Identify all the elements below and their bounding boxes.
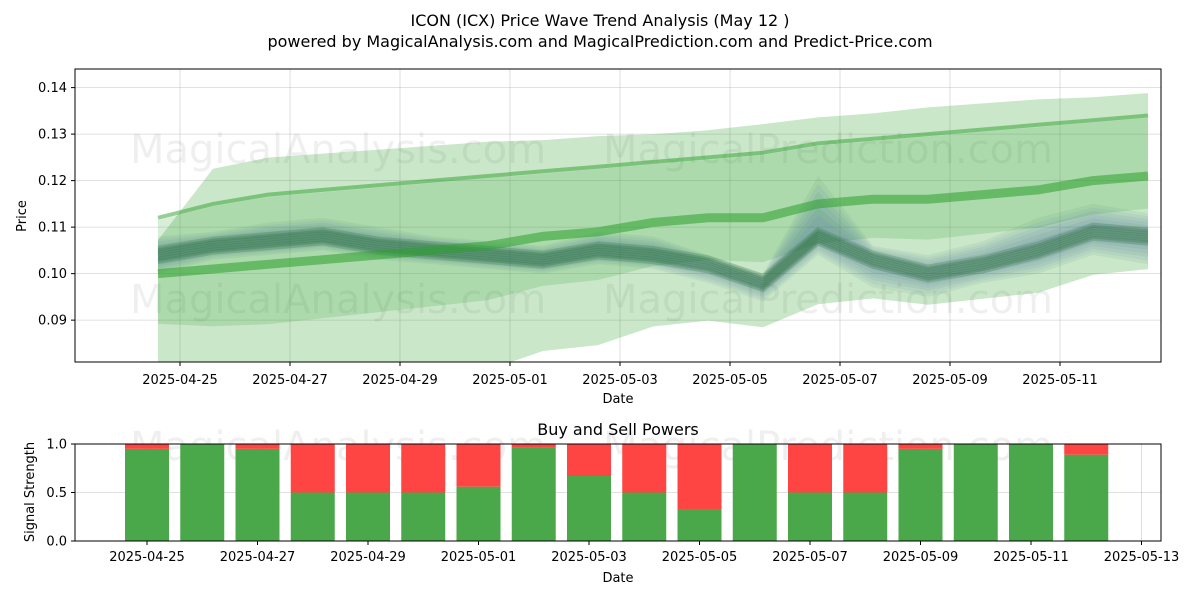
sell-bar (511, 444, 556, 448)
signal-y-tick-label: 0.5 (46, 486, 67, 501)
price-watermarks: MagicalAnalysis.com MagicalPrediction.co… (130, 127, 1053, 323)
buy-bar (788, 492, 832, 541)
sell-bar (401, 444, 446, 493)
buy-bar (622, 492, 667, 541)
buy-bar (567, 476, 611, 541)
price-x-tick-label: 2025-04-25 (142, 373, 218, 388)
sell-bar (235, 444, 280, 449)
signal-x-label: Date (602, 571, 633, 586)
signal-x-tick-label: 2025-05-07 (772, 550, 848, 565)
price-x-tick-label: 2025-05-07 (802, 373, 878, 388)
sell-bar (788, 444, 832, 493)
price-wave-line (157, 224, 1149, 281)
price-wave-line (157, 231, 1149, 288)
price-series (157, 93, 1149, 362)
price-wave-line (157, 229, 1149, 286)
price-x-tick-label: 2025-04-27 (252, 373, 328, 388)
price-y-tick-label: 0.12 (38, 174, 67, 189)
signal-x-tick-label: 2025-05-09 (883, 550, 959, 565)
price-plot-frame (74, 68, 1162, 363)
buy-bar (290, 492, 335, 541)
sell-bar (1064, 444, 1109, 455)
buy-bar (732, 444, 777, 541)
price-outer-band (158, 93, 1148, 362)
watermark-text: MagicalPrediction.com (603, 127, 1053, 173)
signal-title: Buy and Sell Powers (537, 420, 699, 439)
sell-bar (346, 444, 390, 493)
price-x-tick-label: 2025-05-09 (912, 373, 988, 388)
buy-bar (511, 447, 556, 541)
buy-bar (898, 448, 943, 541)
price-x-tick-label: 2025-05-05 (692, 373, 768, 388)
middle-trend-line (157, 171, 1149, 279)
price-wave-envelope (158, 176, 1148, 302)
signal-x-tick-label: 2025-05-03 (551, 550, 627, 565)
price-y-tick-label: 0.13 (38, 128, 67, 143)
upper-trend-line (157, 113, 1149, 220)
signal-x-tick-label: 2025-04-27 (220, 550, 296, 565)
buy-bar (953, 444, 998, 541)
signal-x-axis: 2025-04-25 2025-04-27 2025-04-29 2025-05-01… (109, 541, 1179, 565)
price-y-tick-label: 0.10 (38, 267, 67, 282)
price-x-tick-label: 2025-05-03 (582, 373, 658, 388)
price-y-tick-label: 0.11 (38, 221, 67, 236)
buy-bar (1064, 454, 1109, 541)
signal-panel: Buy and Sell Powers MagicalAnalysis.com … (23, 420, 1179, 586)
buy-bar (125, 448, 169, 541)
price-x-axis: 2025-04-25 2025-04-27 2025-04-29 2025-05-01… (142, 362, 1098, 388)
price-wave-line (157, 235, 1149, 292)
signal-x-tick-label: 2025-05-13 (1104, 550, 1180, 565)
price-gridlines (75, 69, 1161, 362)
sell-bar (622, 444, 667, 493)
watermark-text: MagicalAnalysis.com (130, 127, 546, 173)
price-panel: MagicalAnalysis.com MagicalPrediction.co… (15, 68, 1162, 407)
signal-y-tick-label: 0.0 (46, 535, 67, 550)
watermark-text: MagicalPrediction.com (603, 277, 1053, 323)
price-wave-envelope (158, 183, 1148, 300)
buy-bar (677, 508, 722, 541)
buy-bar (180, 444, 225, 541)
price-y-tick-label: 0.14 (38, 81, 67, 96)
price-y-label: Price (15, 200, 30, 232)
price-x-label: Date (602, 392, 633, 407)
signal-x-tick-label: 2025-05-01 (441, 550, 517, 565)
signal-x-tick-label: 2025-04-29 (330, 550, 406, 565)
price-y-axis: 0.09 0.10 0.11 0.12 0.13 0.14 (38, 81, 75, 329)
buy-bar (346, 492, 390, 541)
price-y-tick-label: 0.09 (38, 314, 67, 329)
buy-bar (401, 492, 446, 541)
price-wave-envelope (158, 215, 1148, 290)
buy-bar (235, 448, 280, 541)
sell-bar (456, 444, 501, 487)
sell-bar (898, 444, 943, 449)
watermark-text: MagicalAnalysis.com (130, 277, 546, 323)
sell-bar (567, 444, 611, 477)
signal-x-tick-label: 2025-05-11 (993, 550, 1069, 565)
price-x-tick-label: 2025-05-11 (1022, 373, 1098, 388)
sell-bar (290, 444, 335, 493)
buy-bar (1009, 444, 1053, 541)
buy-bar (456, 486, 501, 541)
signal-y-tick-label: 1.0 (46, 438, 67, 453)
price-wave-line (157, 227, 1149, 284)
price-wave-line (157, 222, 1149, 279)
sell-bar (677, 444, 722, 509)
price-wave-envelope (158, 207, 1148, 292)
price-wave-envelope (158, 191, 1148, 297)
price-x-tick-label: 2025-05-01 (472, 373, 548, 388)
chart-subtitle: powered by MagicalAnalysis.com and Magic… (267, 32, 932, 51)
signal-y-label: Signal Strength (23, 442, 38, 542)
sell-bar (843, 444, 888, 493)
signal-bars (125, 444, 1109, 541)
price-x-tick-label: 2025-04-29 (362, 373, 438, 388)
sell-bar (125, 444, 169, 449)
price-wave-envelope (158, 199, 1148, 295)
buy-bar (843, 492, 888, 541)
signal-x-tick-label: 2025-05-05 (662, 550, 738, 565)
signal-y-axis: 0.0 0.5 1.0 (46, 438, 75, 550)
price-wave-line (157, 233, 1149, 290)
chart-title: ICON (ICX) Price Wave Trend Analysis (Ma… (410, 11, 789, 30)
signal-x-tick-label: 2025-04-25 (109, 550, 185, 565)
